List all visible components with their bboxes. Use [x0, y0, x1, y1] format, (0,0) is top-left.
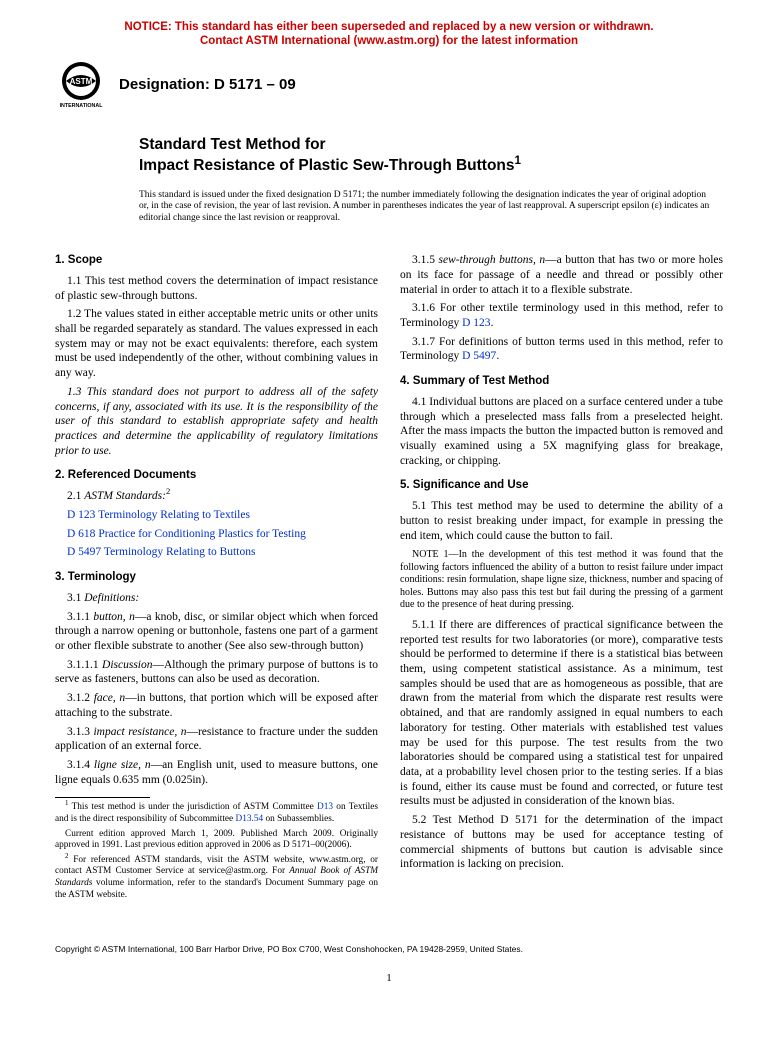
scope-p1: 1.1 This test method covers the determin…: [55, 274, 378, 303]
ref-link-d123[interactable]: D 123: [67, 509, 95, 521]
ref-item-0: D 123 Terminology Relating to Textiles: [55, 508, 378, 523]
astm-logo: ASTM INTERNATIONAL: [55, 59, 107, 111]
scope-p3: 1.3 This standard does not purport to ad…: [55, 385, 378, 459]
terminology-heading: 3. Terminology: [55, 570, 378, 585]
significance-heading: 5. Significance and Use: [400, 478, 723, 493]
footnote-link-d13[interactable]: D13: [317, 802, 333, 812]
ref-link-d618[interactable]: D 618: [67, 528, 95, 540]
notice-line1: NOTICE: This standard has either been su…: [124, 21, 653, 33]
def-impact-resistance: 3.1.3 impact resistance, n—resistance to…: [55, 725, 378, 754]
designation: Designation: D 5171 – 09: [119, 76, 296, 93]
copyright: Copyright © ASTM International, 100 Barr…: [55, 944, 723, 954]
title-line1: Standard Test Method for: [139, 135, 723, 154]
footnote-rule: [55, 797, 150, 798]
def-button: 3.1.1 button, n—a knob, disc, or similar…: [55, 610, 378, 654]
page: NOTICE: This standard has either been su…: [0, 0, 778, 1004]
title-block: Standard Test Method for Impact Resistan…: [139, 135, 723, 176]
page-number: 1: [55, 972, 723, 984]
refs-heading: 2. Referenced Documents: [55, 468, 378, 483]
def-button-discussion: 3.1.1.1 Discussion—Although the primary …: [55, 658, 378, 687]
significance-p1: 5.1 This test method may be used to dete…: [400, 499, 723, 543]
header-row: ASTM INTERNATIONAL Designation: D 5171 –…: [55, 59, 723, 111]
footnote-2: 2 For referenced ASTM standards, visit t…: [55, 855, 378, 901]
ref-link-d5497[interactable]: D 5497: [67, 546, 101, 558]
left-column: 1. Scope 1.1 This test method covers the…: [55, 243, 378, 904]
notice-banner: NOTICE: This standard has either been su…: [55, 20, 723, 49]
title-line2: Impact Resistance of Plastic Sew-Through…: [139, 156, 723, 175]
footnote-1: 1 This test method is under the jurisdic…: [55, 802, 378, 825]
note-1: NOTE 1—In the development of this test m…: [400, 549, 723, 612]
right-column: 3.1.5 sew-through buttons, n—a button th…: [400, 243, 723, 904]
issuance-note: This standard is issued under the fixed …: [139, 190, 723, 226]
logo-top-text: ASTM: [70, 77, 93, 86]
def-face: 3.1.2 face, n—in buttons, that portion w…: [55, 691, 378, 720]
columns: 1. Scope 1.1 This test method covers the…: [55, 243, 723, 904]
def-ref-d5497: 3.1.7 For definitions of button terms us…: [400, 335, 723, 364]
footnote-1b: Current edition approved March 1, 2009. …: [55, 829, 378, 852]
term-link-d123[interactable]: D 123: [462, 317, 490, 329]
ref-item-2: D 5497 Terminology Relating to Buttons: [55, 545, 378, 560]
summary-heading: 4. Summary of Test Method: [400, 374, 723, 389]
logo-bottom-text: INTERNATIONAL: [60, 103, 104, 109]
significance-p3: 5.2 Test Method D 5171 for the determina…: [400, 813, 723, 872]
footnote-link-d1354[interactable]: D13.54: [235, 814, 263, 824]
ref-item-1: D 618 Practice for Conditioning Plastics…: [55, 527, 378, 542]
summary-p1: 4.1 Individual buttons are placed on a s…: [400, 395, 723, 469]
def-ref-d123: 3.1.6 For other textile terminology used…: [400, 301, 723, 330]
scope-heading: 1. Scope: [55, 253, 378, 268]
term-link-d5497[interactable]: D 5497: [462, 350, 496, 362]
significance-p2: 5.1.1 If there are differences of practi…: [400, 618, 723, 809]
definitions-label: 3.1 Definitions:: [55, 591, 378, 606]
def-ligne-size: 3.1.4 ligne size, n—an English unit, use…: [55, 758, 378, 787]
refs-intro: 2.1 ASTM Standards:2: [55, 489, 378, 504]
notice-line2: Contact ASTM International (www.astm.org…: [200, 35, 578, 47]
def-sew-through: 3.1.5 sew-through buttons, n—a button th…: [400, 253, 723, 297]
scope-p2: 1.2 The values stated in either acceptab…: [55, 307, 378, 381]
